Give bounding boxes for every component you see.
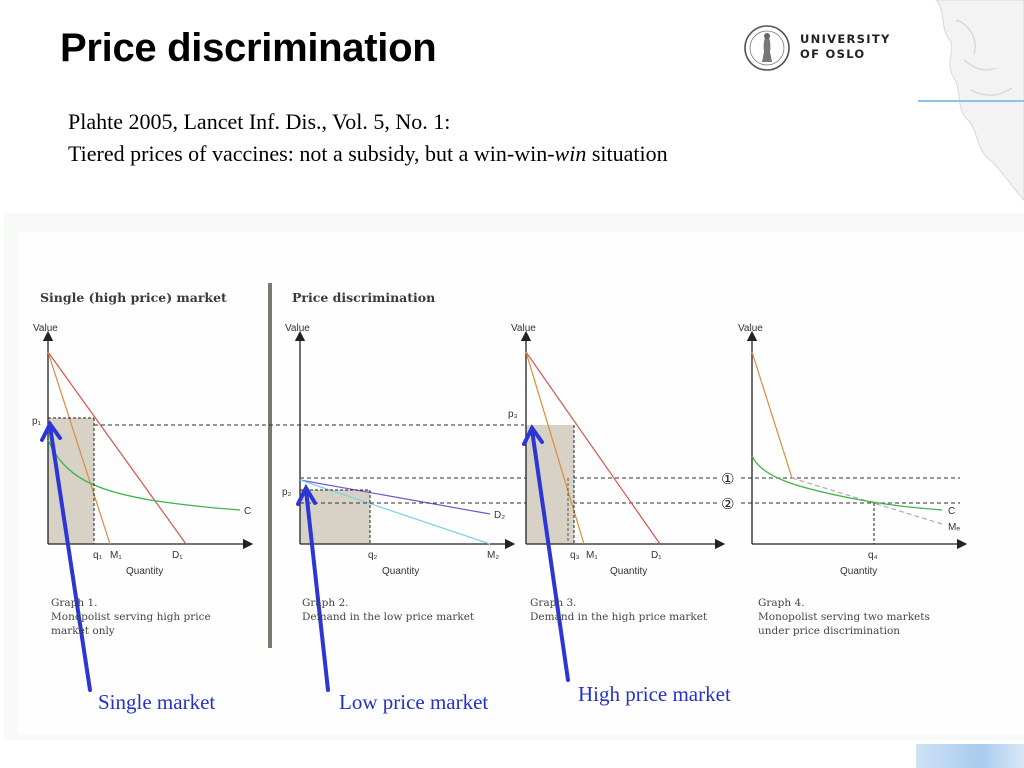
graph-4-cost-curve [751, 455, 943, 511]
graph-1-value-label: Value [33, 323, 58, 334]
graph-2: Value p₂ q₂ M₂ D₂ Quantity [282, 323, 516, 577]
graph-1-caption-line-3: market only [51, 625, 115, 637]
graph-3-value-label: Value [511, 323, 536, 334]
reference-line-1: Plahte 2005, Lancet Inf. Dis., Vol. 5, N… [68, 109, 451, 134]
graph-2-tick-q2: q₂ [368, 550, 378, 561]
left-heading: Single (high price) market [40, 290, 227, 305]
right-heading: Price discrimination [292, 290, 436, 305]
graph-1: Value p₁ q₁ M₁ D₁ Quantity C [32, 323, 254, 577]
arrow-high-price-market [530, 428, 570, 682]
graph-1-tick-q1: q₁ [93, 550, 103, 561]
graph-4-tick-q4: q₄ [868, 550, 878, 561]
graph-3-tick-m1: M₁ [586, 550, 598, 561]
graph-4-caption-line-2: Monopolist serving two markets [758, 611, 930, 623]
slide-title: Price discrimination [60, 26, 437, 70]
graph-4-cost-label: C [948, 506, 955, 517]
arrow-single-market-head [40, 420, 62, 442]
graph-1-tick-m1: M₁ [110, 550, 122, 561]
graph-1-marginal-revenue [47, 351, 111, 545]
arrow-single-market [48, 424, 92, 692]
arrow-low-price-market-head [296, 483, 317, 506]
figure-panel [18, 232, 1024, 735]
logo-line-2: OF OSLO [800, 47, 866, 61]
reference-prefix: Tiered prices of vaccines: not a subsidy… [68, 141, 555, 166]
annotation-arrows [40, 420, 570, 692]
graph-1-shaded-area [48, 418, 94, 544]
graph-1-demand-curve [47, 351, 187, 545]
graph-2-marginal-revenue [299, 479, 491, 545]
graph-2-demand-label: D₂ [494, 510, 505, 521]
graph-3-caption-line-1: Graph 3. [530, 597, 577, 609]
graph-1-quantity-label: Quantity [126, 566, 163, 577]
graph-3-tick-d1: D₁ [651, 550, 662, 561]
graph-2-quantity-label: Quantity [382, 566, 419, 577]
graph-4-caption-line-1: Graph 4. [758, 597, 805, 609]
single-market-label: Single market [98, 690, 216, 714]
marker-2-bg [718, 494, 740, 512]
graph-4-caption-line-3: under price discrimination [758, 625, 901, 637]
graph-1-caption: Graph 1. Monopolist serving high price m… [51, 596, 211, 638]
marker-2: ② [721, 495, 734, 513]
graph-4: Value q₄ C Mₑ Quantity [738, 323, 968, 577]
header-rule [918, 100, 1024, 102]
graph-1-tick-d1: D₁ [172, 550, 183, 561]
arrow-low-price-market [304, 488, 330, 692]
graph-4-value-label: Value [738, 323, 763, 334]
university-logo: UNIVERSITY OF OSLO [742, 22, 902, 74]
graph-2-value-label: Value [285, 323, 310, 334]
graph-4-quantity-label: Quantity [840, 566, 877, 577]
high-price-market-label: High price market [578, 682, 731, 706]
graph-3-demand-curve [525, 351, 661, 545]
graph-3-caption: Graph 3. Demand in the high price market [530, 596, 707, 624]
graph-1-cost-label: C [244, 506, 251, 517]
graph-3-quantity-label: Quantity [610, 566, 647, 577]
graph-2-demand-curve [299, 479, 491, 515]
graph-4-combined-marginal-revenue [791, 477, 943, 525]
graph-1-caption-line-2: Monopolist serving high price [51, 611, 211, 623]
graph-2-price-label: p₂ [282, 487, 292, 498]
graph-2-caption: Graph 2. Demand in the low price market [302, 596, 474, 624]
graph-4-caption: Graph 4. Monopolist serving two markets … [758, 596, 930, 638]
graph-3-tick-q3: q₃ [570, 550, 580, 561]
graph-2-caption-line-1: Graph 2. [302, 597, 349, 609]
footer-decoration [916, 744, 1024, 768]
panel-separator [268, 283, 272, 648]
marker-1-bg [718, 469, 740, 487]
graph-4-me-label: Mₑ [948, 522, 960, 533]
graph-3-caption-line-2: Demand in the high price market [530, 611, 708, 623]
graph-4-marginal-revenue-steep [751, 351, 793, 479]
graph-1-price-label: p₁ [32, 416, 42, 427]
graph-2-caption-line-2: Demand in the low price market [302, 611, 475, 623]
arrow-high-price-market-head [522, 424, 544, 446]
graph-3: Value p₃ q₃ M₁ D₁ Quantity [508, 323, 726, 577]
reference-text: Plahte 2005, Lancet Inf. Dis., Vol. 5, N… [68, 106, 668, 170]
graph-1-cost-curve [47, 439, 241, 511]
university-seal-icon [744, 25, 790, 71]
marker-1: ① [721, 470, 734, 488]
graph-1-caption-line-1: Graph 1. [51, 597, 98, 609]
graph-2-tick-m2: M₂ [487, 550, 499, 561]
reference-suffix: situation [586, 141, 668, 166]
low-price-market-label: Low price market [339, 690, 489, 714]
reference-line-2: Tiered prices of vaccines: not a subsidy… [68, 138, 668, 170]
reference-italic: win [554, 141, 587, 166]
logo-line-1: UNIVERSITY [800, 32, 891, 46]
graph-3-price-label: p₃ [508, 409, 518, 420]
